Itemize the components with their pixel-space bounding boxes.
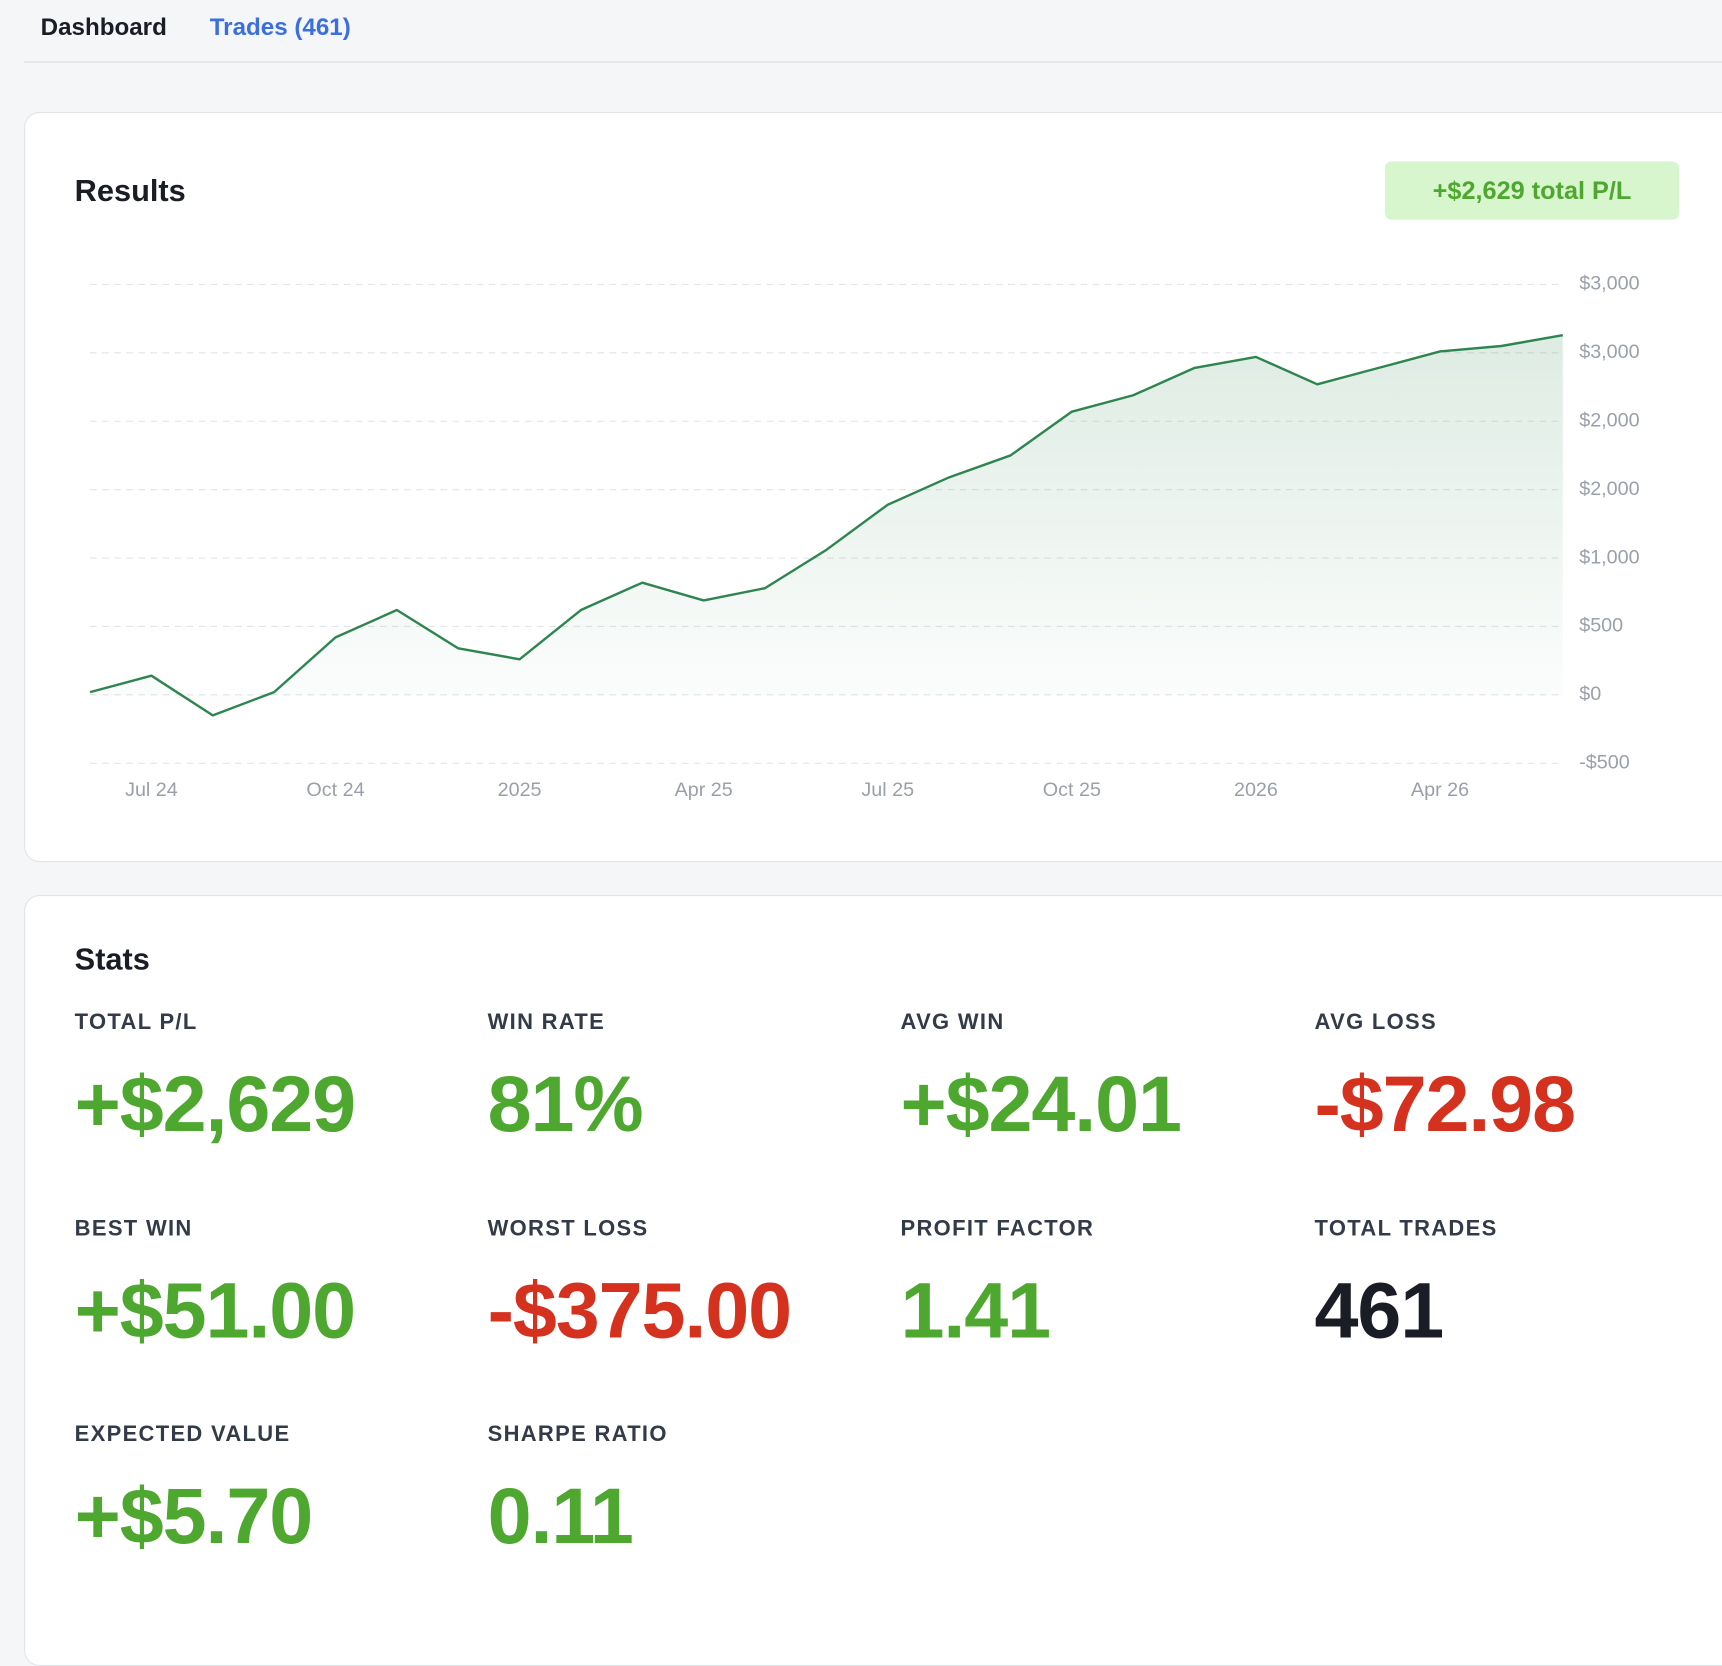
stat-value: 461 [1314, 1267, 1445, 1356]
x-tick-label: Jul 24 [125, 779, 178, 801]
stat-value: 81% [487, 1060, 644, 1149]
stat-label: AVG LOSS [1314, 1010, 1437, 1035]
y-tick-label: $3,000 [1579, 341, 1639, 363]
stat-label: WORST LOSS [487, 1216, 649, 1241]
area [90, 335, 1563, 716]
x-tick-label: Apr 26 [1411, 779, 1469, 801]
y-tick-label: $0 [1579, 683, 1601, 705]
stat-value: -$375.00 [487, 1267, 792, 1356]
x-tick-label: Oct 24 [306, 779, 364, 801]
app: Dashboard Trades (461) Results +$2,629 t… [24, 13, 1722, 1666]
stat-label: TOTAL TRADES [1314, 1216, 1498, 1241]
y-tick-label: $3,000 [1579, 273, 1639, 295]
tab-dashboard[interactable]: Dashboard [40, 13, 167, 41]
stat-value: 0.11 [487, 1472, 634, 1561]
stat-label: EXPECTED VALUE [74, 1422, 291, 1447]
stat-label: SHARPE RATIO [487, 1422, 668, 1447]
x-tick-label: 2025 [498, 779, 542, 801]
stat-value: +$24.01 [900, 1060, 1182, 1149]
pl-line [89, 334, 1563, 717]
x-tick-label: 2026 [1234, 779, 1278, 801]
stat-value: 1.41 [900, 1267, 1052, 1356]
stat-label: PROFIT FACTOR [900, 1216, 1095, 1241]
stats-card: Stats [24, 895, 1722, 1666]
stat-label: AVG WIN [900, 1010, 1005, 1035]
y-tick-label: -$500 [1579, 751, 1630, 773]
y-tick-label: $2,000 [1579, 478, 1639, 500]
stat-value: +$51.00 [74, 1267, 356, 1356]
stat-value: -$72.98 [1314, 1060, 1577, 1149]
stat-value: +$2,629 [74, 1060, 356, 1149]
tab-trades[interactable]: Trades (461) [209, 13, 351, 41]
y-tick-label: $500 [1579, 615, 1623, 637]
results-title: Results [74, 173, 186, 208]
total-pl-badge: +$2,629 total P/L [1384, 161, 1680, 220]
x-tick-label: Jul 25 [861, 779, 914, 801]
stat-label: WIN RATE [487, 1010, 606, 1035]
chart: $3,000 $3,000 $2,000 $2,000 $1,000 $500 $0 -$50… [89, 273, 1640, 801]
y-tick-label: $1,000 [1579, 546, 1639, 568]
x-tick-label: Apr 25 [675, 779, 733, 801]
stat-label: TOTAL P/L [74, 1010, 198, 1035]
x-tick-label: Oct 25 [1043, 779, 1101, 801]
page: Dashboard Trades (461) Results +$2,629 t… [24, 13, 1722, 1666]
stat-value: +$5.70 [74, 1472, 314, 1561]
stat-label: BEST WIN [74, 1216, 193, 1241]
y-tick-label: $2,000 [1579, 409, 1639, 431]
nav-divider [24, 61, 1722, 63]
stats-title: Stats [74, 942, 150, 977]
